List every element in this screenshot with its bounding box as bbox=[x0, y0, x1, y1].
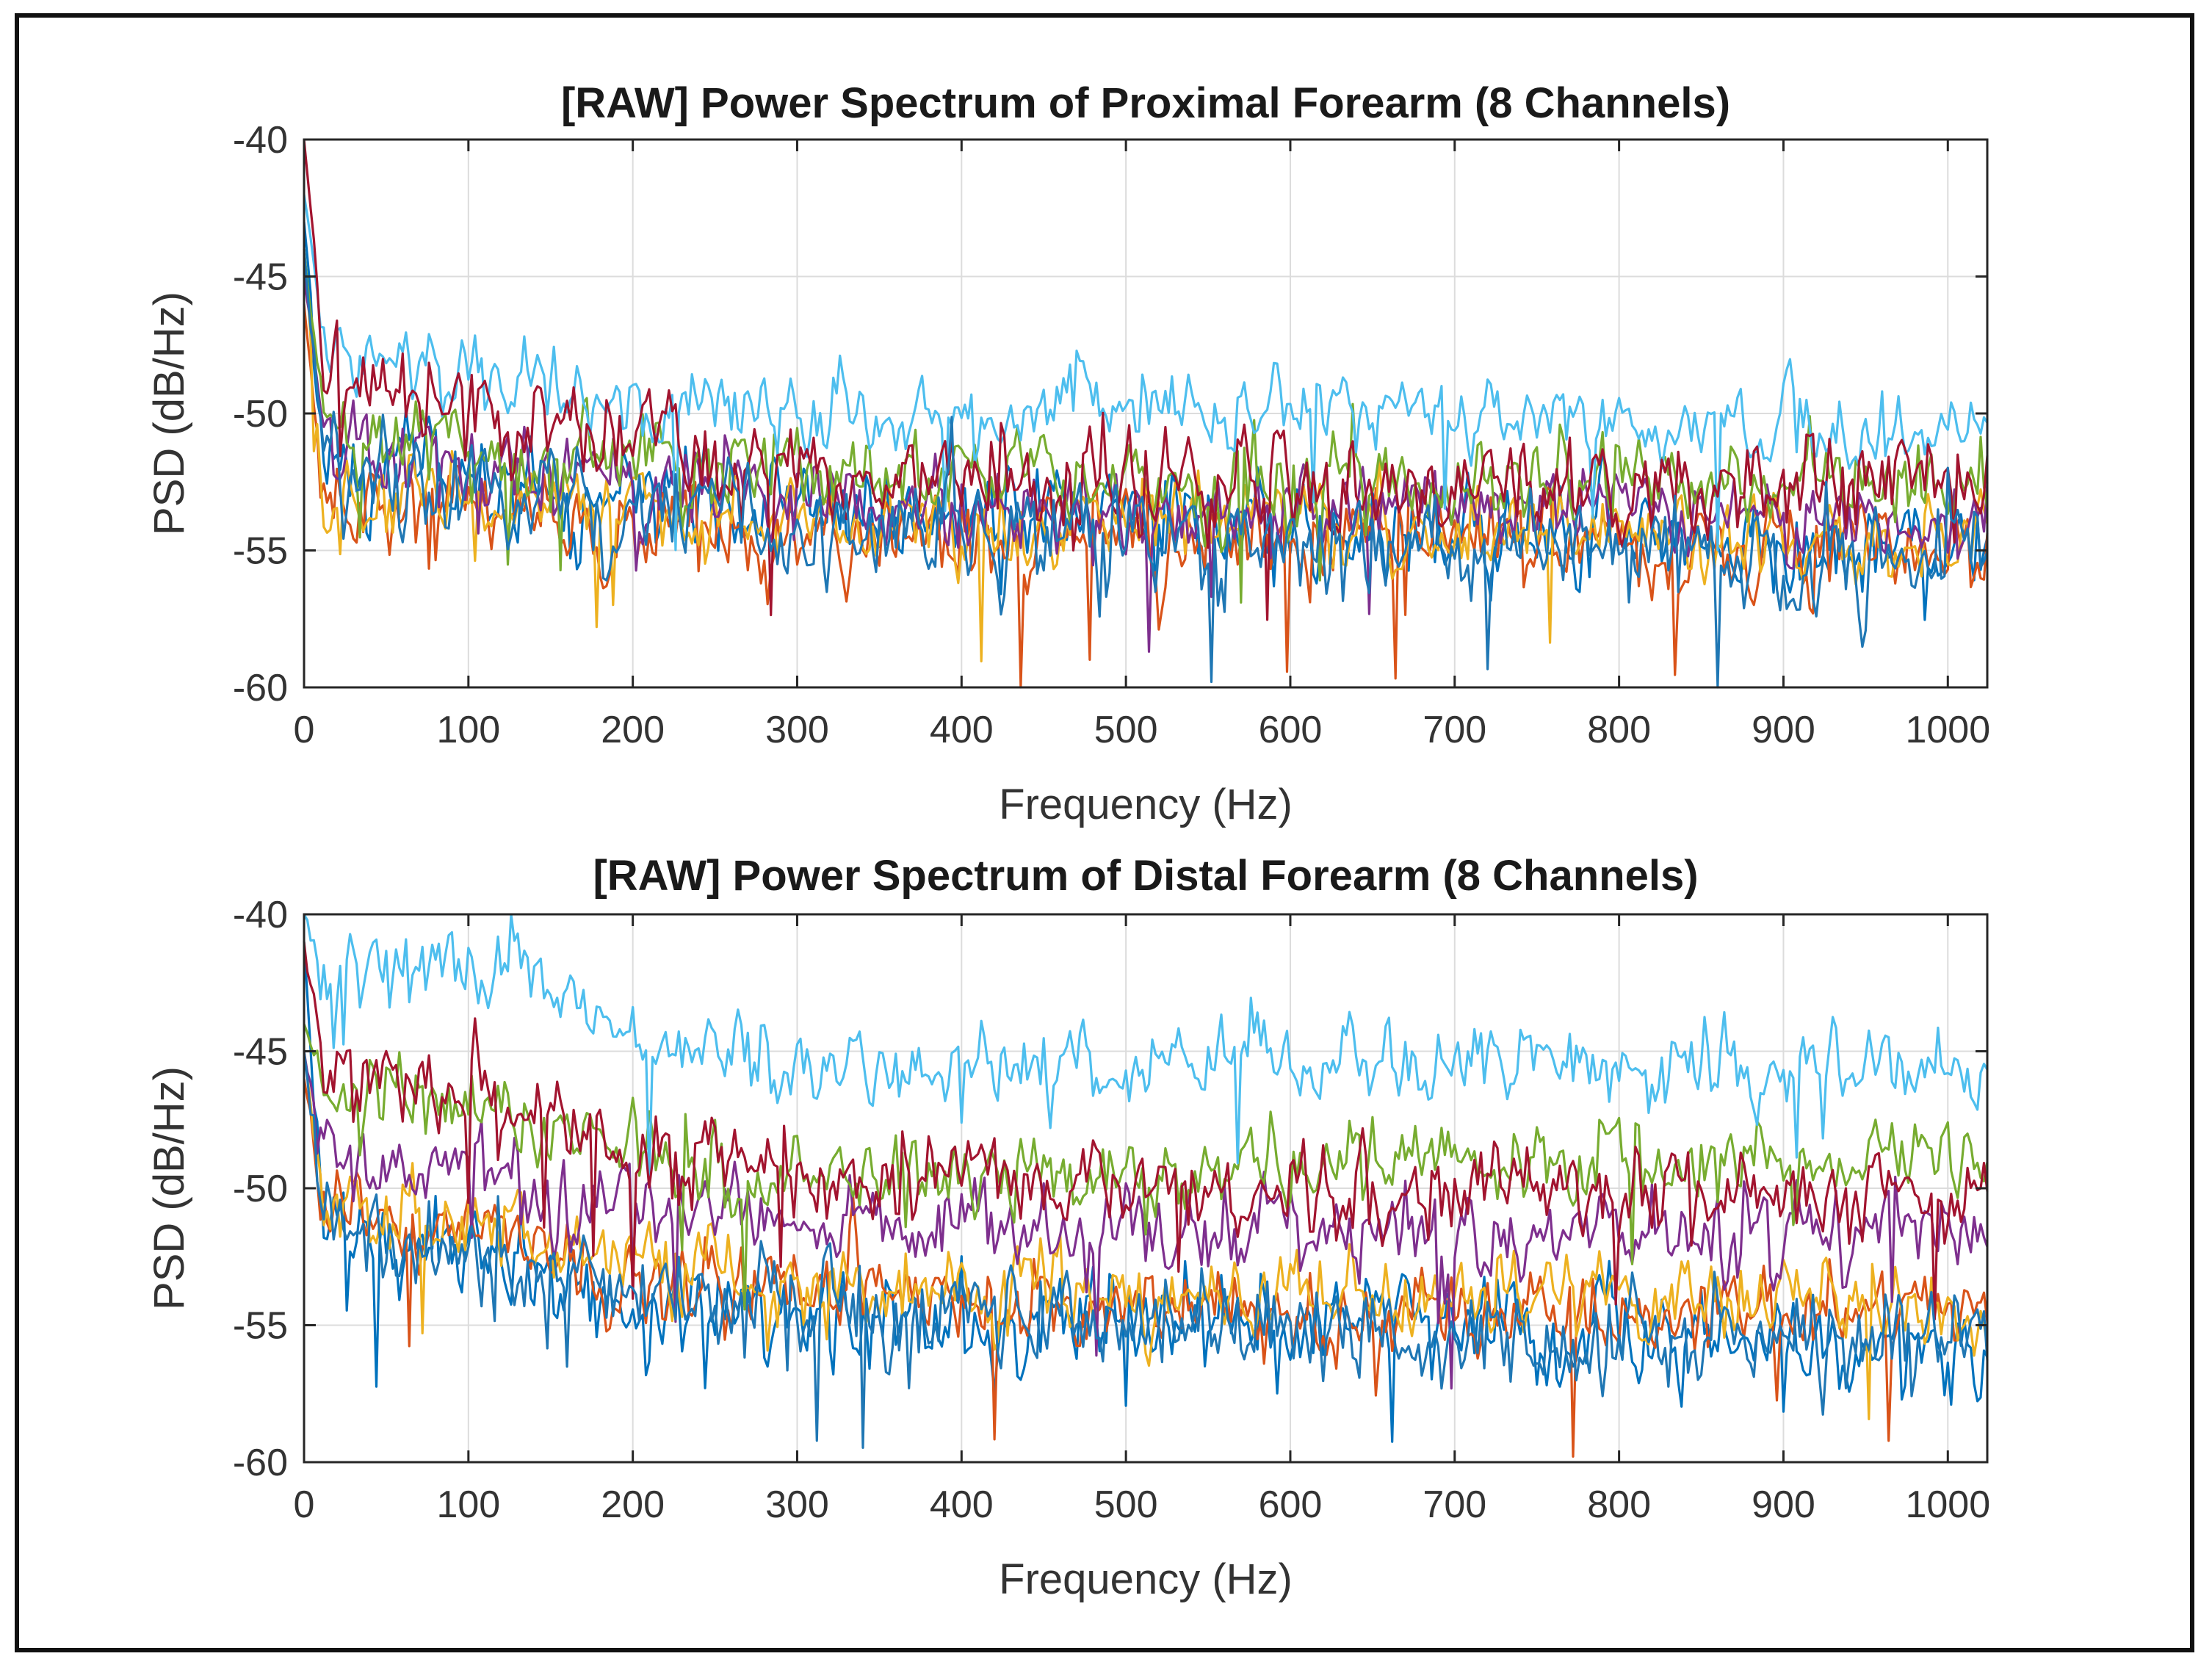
x-tick-label: 400 bbox=[930, 709, 994, 751]
chart-title: [RAW] Power Spectrum of Distal Forearm (… bbox=[593, 852, 1698, 900]
x-tick-label: 600 bbox=[1259, 1483, 1323, 1526]
x-tick-label: 800 bbox=[1587, 709, 1651, 751]
tick-marks bbox=[303, 138, 1987, 689]
x-tick-label: 300 bbox=[765, 709, 829, 751]
series-lines bbox=[303, 139, 1989, 689]
x-tick-label: 900 bbox=[1752, 1483, 1815, 1526]
y-tick-label: -50 bbox=[233, 1168, 288, 1210]
x-tick-label: 1000 bbox=[1905, 709, 1990, 751]
chart-title: [RAW] Power Spectrum of Proximal Forearm… bbox=[561, 79, 1730, 127]
x-tick-labels: 0 100 200 300 400 500 600 700 800 900 10… bbox=[294, 1483, 1991, 1526]
x-tick-label: 0 bbox=[294, 709, 315, 751]
chart-distal: 0 100 200 300 400 500 600 700 800 900 10… bbox=[145, 852, 1990, 1603]
y-tick-label: -40 bbox=[233, 894, 288, 936]
x-tick-label: 700 bbox=[1423, 709, 1486, 751]
figure-frame bbox=[15, 13, 2194, 1652]
x-tick-label: 500 bbox=[1094, 1483, 1158, 1526]
x-axis-label: Frequency (Hz) bbox=[999, 781, 1293, 828]
series-line-5 bbox=[303, 249, 1989, 604]
x-tick-label: 100 bbox=[436, 709, 500, 751]
y-tick-label: -45 bbox=[233, 256, 288, 299]
y-tick-label: -45 bbox=[233, 1031, 288, 1074]
series-line-4 bbox=[303, 1051, 1989, 1390]
series-line-6 bbox=[303, 913, 1989, 1182]
series-line-3 bbox=[303, 249, 1989, 663]
series-line-3 bbox=[303, 1051, 1989, 1420]
y-tick-label: -40 bbox=[233, 119, 288, 162]
x-tick-label: 400 bbox=[930, 1483, 994, 1526]
x-tick-labels: 0 100 200 300 400 500 600 700 800 900 10… bbox=[294, 709, 1991, 751]
y-tick-label: -55 bbox=[233, 530, 288, 573]
x-tick-label: 0 bbox=[294, 1483, 315, 1526]
x-tick-label: 900 bbox=[1752, 709, 1815, 751]
series-line-7 bbox=[303, 941, 1989, 1320]
x-axis-label: Frequency (Hz) bbox=[999, 1555, 1293, 1603]
x-tick-label: 1000 bbox=[1905, 1483, 1990, 1526]
x-tick-label: 800 bbox=[1587, 1483, 1651, 1526]
grid-lines bbox=[304, 140, 1987, 687]
series-line-6 bbox=[303, 194, 1989, 552]
y-tick-label: -50 bbox=[233, 393, 288, 435]
y-axis-label: PSD (dB/Hz) bbox=[145, 1066, 193, 1310]
y-tick-label: -60 bbox=[233, 1442, 288, 1484]
y-tick-label: -55 bbox=[233, 1305, 288, 1348]
y-tick-labels: -40 -45 -50 -55 -60 bbox=[233, 119, 288, 709]
x-tick-label: 700 bbox=[1423, 1483, 1486, 1526]
x-tick-label: 600 bbox=[1259, 709, 1323, 751]
series-line-8 bbox=[303, 1051, 1989, 1449]
tick-marks bbox=[303, 913, 1987, 1464]
x-tick-label: 200 bbox=[601, 1483, 665, 1526]
series-line-5 bbox=[303, 1023, 1989, 1311]
series-line-7 bbox=[303, 139, 1989, 621]
y-axis-label: PSD (dB/Hz) bbox=[145, 292, 193, 535]
series-line-8 bbox=[303, 249, 1989, 689]
x-tick-label: 200 bbox=[601, 709, 665, 751]
y-tick-labels: -40 -45 -50 -55 -60 bbox=[233, 894, 288, 1484]
chart-proximal: 0 100 200 300 400 500 600 700 800 900 10… bbox=[145, 79, 1990, 828]
series-lines bbox=[303, 913, 1989, 1458]
x-tick-label: 100 bbox=[436, 1483, 500, 1526]
y-tick-label: -60 bbox=[233, 667, 288, 709]
x-tick-label: 300 bbox=[765, 1483, 829, 1526]
x-tick-label: 500 bbox=[1094, 709, 1158, 751]
